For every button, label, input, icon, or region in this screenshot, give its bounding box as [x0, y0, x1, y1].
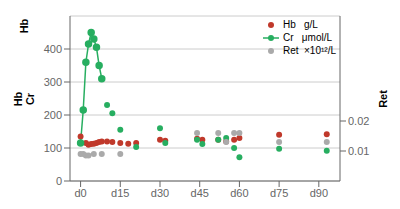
- svg-text:d15: d15: [111, 187, 129, 199]
- svg-text:0: 0: [56, 175, 62, 187]
- html-text:Hb: Hb: [18, 18, 30, 34]
- svg-text:d60: d60: [230, 187, 248, 199]
- svg-text:d75: d75: [270, 187, 288, 199]
- html-text:Ret: Ret: [377, 89, 389, 108]
- svg-text:400: 400: [44, 43, 62, 55]
- svg-text:d45: d45: [191, 187, 209, 199]
- svg-text:0.02: 0.02: [348, 115, 369, 127]
- svg-text:d90: d90: [310, 187, 328, 199]
- svg-text:200: 200: [44, 109, 62, 121]
- svg-text:d0: d0: [74, 187, 86, 199]
- svg-text:d30: d30: [151, 187, 169, 199]
- html-text:Cr μmol/L: Cr μmol/L: [282, 32, 332, 43]
- html-text:Hb g/L: Hb g/L: [282, 19, 318, 30]
- html-text:Ret ×10¹²/L: Ret ×10¹²/L: [282, 45, 336, 56]
- html-text:Hb Cr: Hb Cr: [11, 91, 36, 106]
- svg-text:0.01: 0.01: [348, 145, 369, 157]
- svg-text:100: 100: [44, 142, 62, 154]
- svg-text:300: 300: [44, 76, 62, 88]
